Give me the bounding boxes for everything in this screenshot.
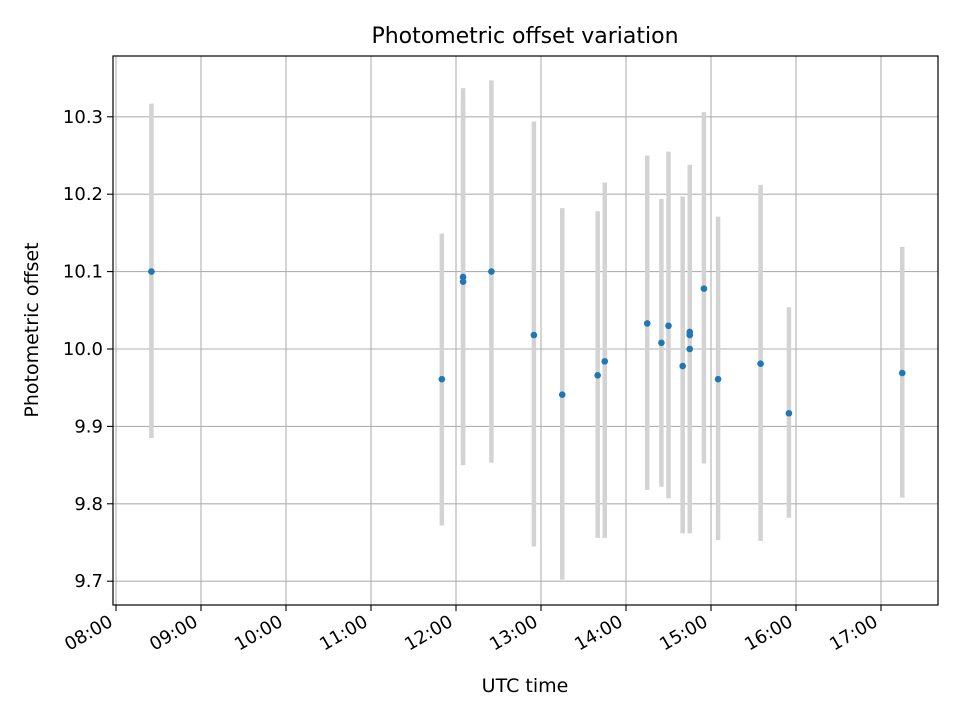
y-tick-label: 10.3: [63, 107, 103, 128]
data-point: [898, 369, 906, 377]
data-point: [438, 375, 446, 383]
data-point: [488, 268, 495, 275]
data-point: [679, 362, 686, 370]
data-point: [558, 391, 566, 398]
y-axis-ticks: 9.7 9.8 9.9 10.0 10.1 10.2 10.3: [63, 107, 113, 592]
data-point: [601, 358, 609, 365]
y-tick-label: 10.2: [63, 184, 103, 205]
y-tick-label: 9.9: [74, 416, 103, 437]
y-tick-label: 9.8: [74, 494, 103, 515]
data-point: [757, 360, 764, 368]
data-point: [643, 320, 651, 327]
data-point: [686, 331, 694, 339]
y-tick-label: 10.1: [63, 262, 103, 283]
data-point: [594, 372, 601, 379]
data-point: [785, 409, 793, 417]
data-point: [148, 268, 155, 275]
y-axis-label: Photometric offset: [21, 242, 43, 417]
data-point: [665, 322, 672, 330]
data-point: [658, 339, 665, 347]
y-tick-label: 10.0: [63, 339, 103, 360]
data-point: [700, 285, 708, 292]
plot-area-frame: [112, 55, 939, 606]
x-axis-label: UTC time: [482, 675, 569, 697]
grid: [113, 56, 938, 605]
data-points: [148, 268, 906, 417]
data-point: [530, 331, 538, 339]
data-point: [714, 375, 722, 383]
data-point: [459, 273, 467, 281]
chart-title: Photometric offset variation: [371, 24, 678, 49]
data-point: [686, 345, 694, 353]
data-point: [459, 278, 467, 285]
y-tick-label: 9.7: [74, 571, 103, 592]
